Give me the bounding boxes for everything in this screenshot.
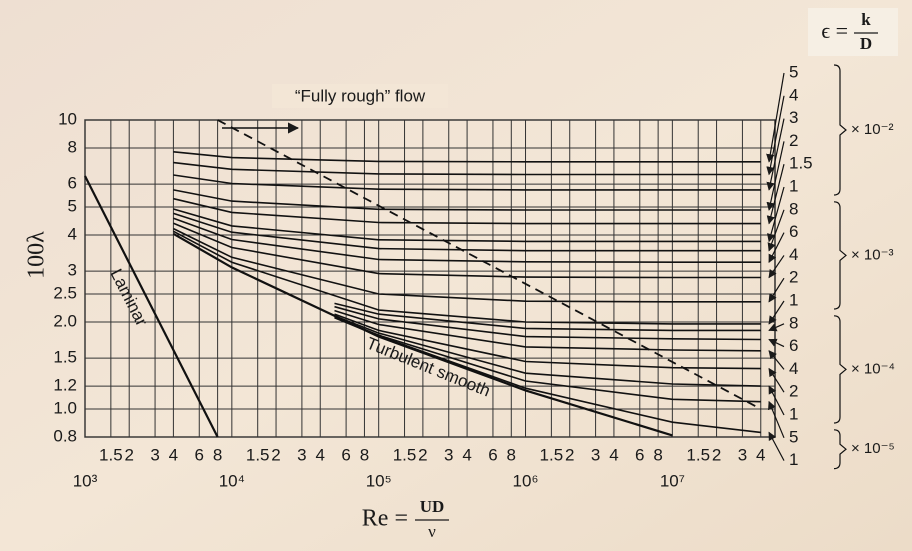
x-tick-label: 3: [591, 445, 600, 464]
x-tick-label: 2: [712, 445, 721, 464]
x-tick-label: 2: [124, 445, 133, 464]
curve-label: 2: [789, 382, 798, 401]
x-tick-label: 6: [341, 445, 350, 464]
curve-label: 4: [789, 245, 798, 264]
x-tick-label: 6: [635, 445, 644, 464]
y-tick-label: 1.2: [53, 376, 77, 395]
chart: 0.81.01.21.52.02.5345681010³1.52346810⁴1…: [0, 0, 912, 551]
y-tick-label: 8: [68, 137, 77, 156]
x-tick-label: 2: [565, 445, 574, 464]
x-tick-label: 8: [213, 445, 222, 464]
y-tick-label: 5: [68, 196, 77, 215]
group-scale-label: × 10⁻²: [851, 121, 894, 138]
x-tick-label: 3: [150, 445, 159, 464]
group-scale-label: × 10⁻⁵: [851, 440, 895, 457]
x-tick-label: 1.5: [99, 445, 123, 464]
x-tick-label: 10⁴: [219, 471, 245, 490]
y-tick-label: 10: [58, 109, 77, 128]
x-tick-label: 1.5: [393, 445, 417, 464]
y-tick-label: 4: [68, 224, 77, 243]
x-label-lhs: Re =: [362, 506, 408, 532]
x-tick-label: 8: [507, 445, 516, 464]
x-label-den: ν: [428, 522, 436, 541]
x-tick-label: 3: [738, 445, 747, 464]
x-tick-label: 6: [488, 445, 497, 464]
x-tick-label: 1.5: [686, 445, 710, 464]
curve-label: 2: [789, 268, 798, 287]
x-tick-label: 3: [444, 445, 453, 464]
curve-label: 8: [789, 199, 798, 218]
y-tick-label: 0.8: [53, 426, 77, 445]
x-tick-label: 3: [297, 445, 306, 464]
y-tick-label: 3: [68, 261, 77, 280]
x-tick-label: 1.5: [246, 445, 270, 464]
x-tick-label: 4: [169, 445, 178, 464]
curve-label: 5: [789, 62, 798, 81]
y-tick-label: 2.5: [53, 283, 77, 302]
curve-label: 3: [789, 108, 798, 127]
group-scale-label: × 10⁻⁴: [851, 360, 895, 377]
y-tick-label: 2.0: [53, 311, 77, 330]
curve-label: 8: [789, 313, 798, 332]
epsilon-lhs: ϵ =: [821, 18, 848, 43]
x-tick-label: 10⁵: [366, 471, 392, 490]
x-tick-label: 10³: [73, 471, 98, 490]
epsilon-num: k: [861, 10, 871, 29]
curve-label: 4: [789, 85, 798, 104]
x-tick-label: 2: [271, 445, 280, 464]
curve-label: 1: [789, 404, 798, 423]
x-tick-label: 10⁷: [660, 471, 685, 490]
x-tick-label: 4: [316, 445, 325, 464]
epsilon-den: D: [860, 34, 872, 53]
epsilon-label: ϵ = k D: [808, 8, 898, 56]
curve-label: 1: [789, 290, 798, 309]
curve-label: 5: [789, 427, 798, 446]
group-scale-label: × 10⁻³: [851, 246, 894, 263]
x-tick-label: 4: [756, 445, 765, 464]
curve-label: 2: [789, 131, 798, 150]
x-tick-label: 4: [609, 445, 618, 464]
curve-label: 4: [789, 359, 798, 378]
x-tick-label: 8: [653, 445, 662, 464]
curve-label: 1.5: [789, 154, 813, 173]
x-tick-label: 2: [418, 445, 427, 464]
y-tick-label: 1.0: [53, 398, 77, 417]
x-tick-label: 1.5: [540, 445, 564, 464]
curve-label: 6: [789, 222, 798, 241]
y-tick-label: 1.5: [53, 348, 77, 367]
x-tick-label: 8: [360, 445, 369, 464]
annotation-rough: “Fully rough” flow: [295, 86, 426, 105]
x-tick-label: 4: [462, 445, 471, 464]
y-tick-label: 6: [68, 174, 77, 193]
curve-label: 6: [789, 336, 798, 355]
y-axis-label: 100λ: [24, 231, 50, 279]
x-tick-label: 10⁶: [513, 471, 539, 490]
curve-label: 1: [789, 176, 798, 195]
x-label-num: UD: [420, 497, 445, 516]
curve-label: 1: [789, 450, 798, 469]
x-tick-label: 6: [195, 445, 204, 464]
